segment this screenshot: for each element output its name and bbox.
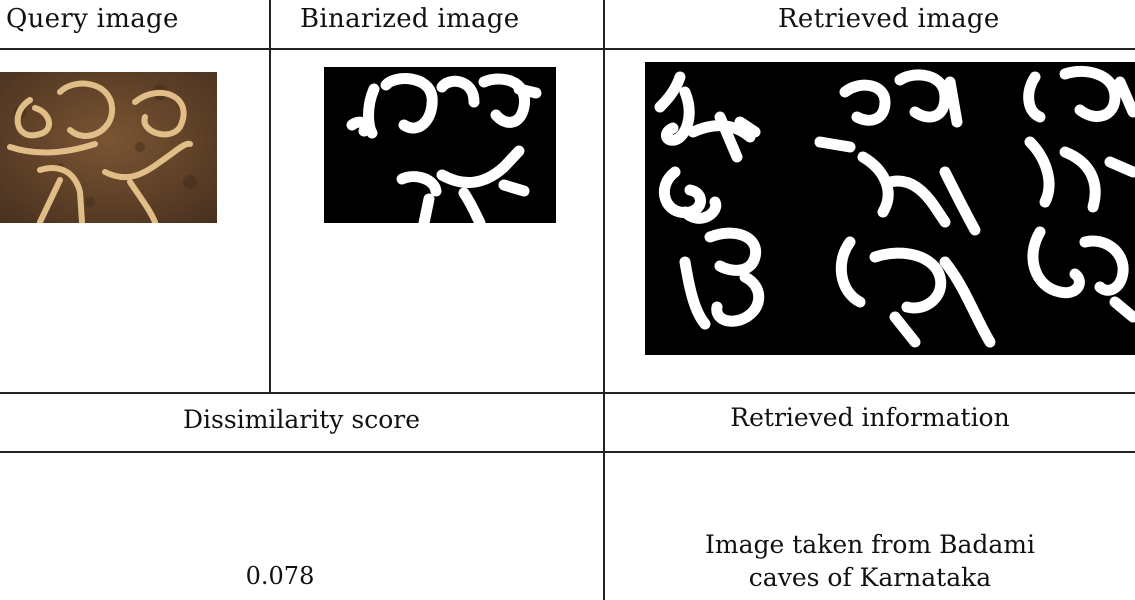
retrieved-info-line1: Image taken from Badami [705,530,1035,559]
subheader-retrieved-information: Retrieved information [730,403,1010,432]
table-rule-top-header [0,48,1135,50]
header-query-image: Query image [6,4,179,34]
retrieved-info-line2: caves of Karnataka [748,563,992,592]
table-divider-col1 [269,0,271,393]
table-divider-col2 [603,0,605,600]
dissimilarity-score-value: 0.078 [245,562,315,590]
table-rule-mid [0,392,1135,394]
subheader-dissimilarity-score: Dissimilarity score [183,405,420,434]
table-rule-lower [0,451,1135,453]
header-binarized-image: Binarized image [300,4,520,34]
query-image [0,72,217,223]
retrieved-image [645,62,1135,355]
binarized-image [324,67,556,223]
header-retrieved-image: Retrieved image [778,4,1000,34]
